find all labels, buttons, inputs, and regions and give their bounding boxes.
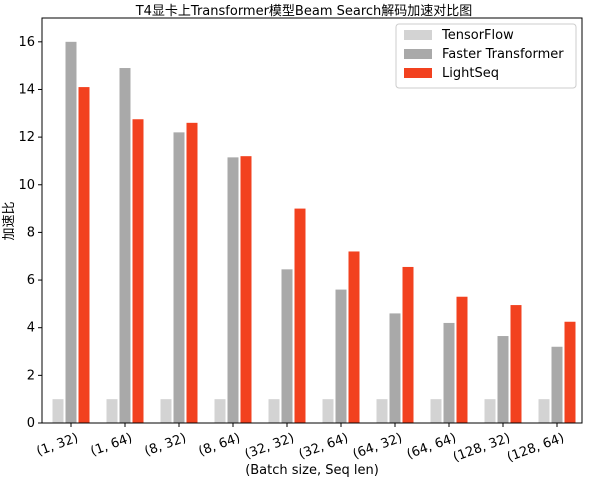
y-tick-label: 12 [18,130,35,145]
legend-box [395,23,577,89]
bar-faster-transformer [65,41,77,424]
bar-tensorflow [52,399,64,423]
bar-tensorflow [214,399,226,423]
y-tick-label: 14 [18,82,35,97]
y-tick-label: 16 [18,35,35,50]
bar-faster-transformer [497,336,509,423]
y-tick-label: 8 [27,225,35,240]
bar-lightseq [78,87,90,424]
legend-label: TensorFlow [441,28,514,43]
bar-lightseq [348,251,360,423]
bar-faster-transformer [551,346,563,423]
bar-faster-transformer [389,313,401,423]
legend-swatch [404,49,432,59]
y-tick-label: 10 [18,178,35,193]
bar-faster-transformer [119,68,131,423]
bar-lightseq [456,296,468,423]
bar-tensorflow [484,399,496,423]
bar-lightseq [402,266,414,423]
bar-faster-transformer [443,322,455,423]
bar-faster-transformer [281,269,293,423]
legend-label: Faster Transformer [442,47,564,62]
y-tick-label: 2 [27,368,35,383]
bar-tensorflow [430,399,442,423]
legend: TensorFlow Faster Transformer LightSeq [395,23,577,89]
chart-title: T4显卡上Transformer模型Beam Search解码加速对比图 [135,4,473,19]
bar-tensorflow [538,399,550,423]
bar-tensorflow [322,399,334,423]
bar-tensorflow [268,399,280,423]
bar-lightseq [186,122,198,423]
bar-lightseq [564,321,576,423]
bar-faster-transformer [335,289,347,423]
bar-lightseq [294,208,306,423]
legend-label: LightSeq [442,66,499,81]
x-axis-label: (Batch size, Seq len) [245,463,379,478]
y-tick-label: 0 [27,416,35,431]
plot-frame [41,17,583,424]
bar-faster-transformer [227,157,239,423]
y-axis-label: 加速比 [2,201,17,240]
bar-faster-transformer [173,132,185,423]
bar-lightseq [240,156,252,424]
y-tick-label: 4 [27,321,35,336]
bar-lightseq [510,305,522,423]
bar-tensorflow [376,399,388,423]
bar-lightseq [132,119,144,423]
legend-swatch [404,68,432,78]
bar-tensorflow [160,399,172,423]
legend-swatch [404,30,432,40]
y-tick-label: 6 [27,273,35,288]
y-axis-ticks: 0 2 4 6 8 10 12 14 16 [18,35,42,431]
plot-area [52,41,576,424]
bar-tensorflow [106,399,118,423]
